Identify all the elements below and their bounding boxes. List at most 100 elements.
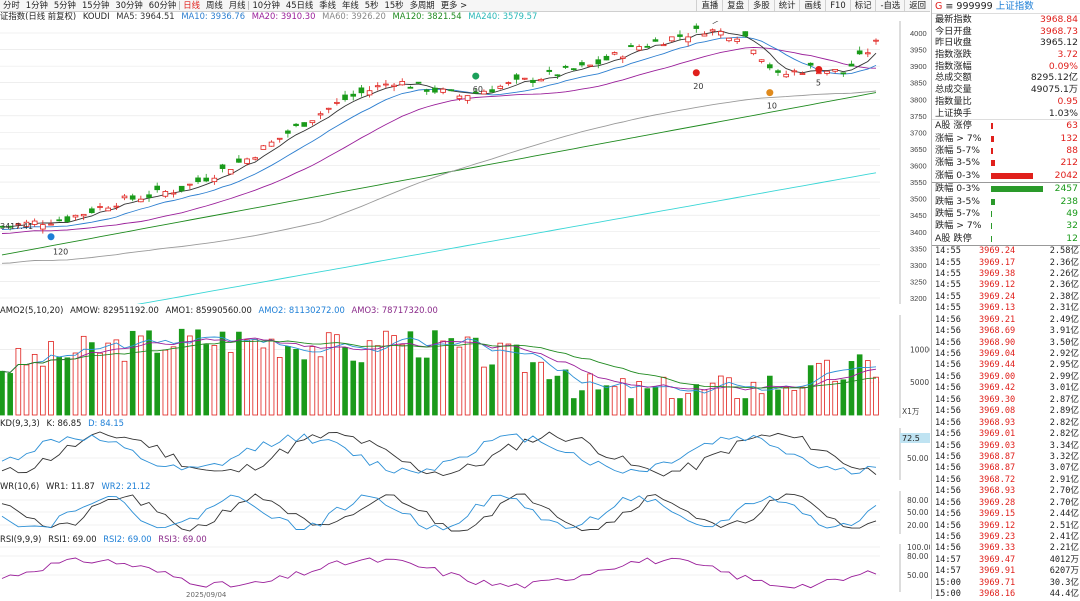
volume-bar[interactable] xyxy=(816,362,822,416)
candle-body[interactable] xyxy=(252,157,259,160)
volume-chart[interactable]: 10000 5000 X1万 xyxy=(0,315,930,418)
candle-body[interactable] xyxy=(611,52,618,55)
volume-bar[interactable] xyxy=(399,344,406,416)
candle-body[interactable] xyxy=(391,84,397,87)
candle-body[interactable] xyxy=(758,59,765,62)
candle-body[interactable] xyxy=(407,86,414,89)
period-tab-0[interactable]: 分时 xyxy=(3,0,20,10)
period-tab-2[interactable]: 5分钟 xyxy=(53,0,76,10)
candle-body[interactable] xyxy=(562,65,569,68)
candle-body[interactable] xyxy=(448,89,455,92)
volume-bar[interactable] xyxy=(660,376,667,416)
volume-bar[interactable] xyxy=(799,386,806,416)
volume-bar[interactable] xyxy=(187,335,193,416)
candle-body[interactable] xyxy=(325,107,332,110)
candle-body[interactable] xyxy=(105,207,111,212)
candle-body[interactable] xyxy=(211,177,218,183)
candle-body[interactable] xyxy=(15,223,22,226)
candle-body[interactable] xyxy=(121,195,128,199)
toolbar-button-3[interactable]: 统计 xyxy=(773,0,800,11)
candle-body[interactable] xyxy=(652,39,659,42)
volume-bar[interactable] xyxy=(775,389,781,416)
period-tab-14[interactable]: 15秒 xyxy=(384,0,404,10)
volume-bar[interactable] xyxy=(456,346,463,416)
volume-bar[interactable] xyxy=(129,330,136,416)
volume-bar[interactable] xyxy=(758,393,765,416)
candle-body[interactable] xyxy=(334,101,340,104)
volume-bar[interactable] xyxy=(636,381,642,416)
candle-body[interactable] xyxy=(187,183,193,186)
candle-body[interactable] xyxy=(113,205,120,208)
volume-bar[interactable] xyxy=(742,398,749,416)
candle-body[interactable] xyxy=(56,219,62,222)
candle-body[interactable] xyxy=(178,185,185,192)
period-tab-6[interactable]: 日线 xyxy=(183,0,200,10)
volume-bar[interactable] xyxy=(138,335,144,416)
volume-bar[interactable] xyxy=(750,381,757,416)
candle-body[interactable] xyxy=(260,145,267,150)
volume-bar[interactable] xyxy=(570,398,577,416)
volume-bar[interactable] xyxy=(472,337,479,416)
volume-bar[interactable] xyxy=(718,375,724,416)
period-tab-4[interactable]: 30分钟 xyxy=(115,0,143,10)
candle-body[interactable] xyxy=(538,78,544,82)
volume-bar[interactable] xyxy=(325,332,332,416)
volume-bar[interactable] xyxy=(481,366,487,416)
toolbar-button-7[interactable]: -自选 xyxy=(875,0,904,11)
period-tab-10[interactable]: 45日线 xyxy=(285,0,314,10)
volume-bar[interactable] xyxy=(7,373,13,416)
period-tab-7[interactable]: 周线 xyxy=(205,0,223,10)
period-tab-16[interactable]: 更多 > xyxy=(440,0,468,10)
candle-body[interactable] xyxy=(301,122,308,127)
candle-body[interactable] xyxy=(742,31,749,37)
volume-bar[interactable] xyxy=(219,331,226,416)
candle-body[interactable] xyxy=(677,34,683,37)
volume-bar[interactable] xyxy=(652,387,659,416)
candle-body[interactable] xyxy=(579,62,585,66)
candle-body[interactable] xyxy=(546,69,553,72)
candle-body[interactable] xyxy=(750,49,757,55)
candle-body[interactable] xyxy=(685,36,691,43)
candle-body[interactable] xyxy=(856,50,863,55)
candle-body[interactable] xyxy=(40,224,46,230)
candle-body[interactable] xyxy=(227,169,234,175)
tick-list[interactable]: 14:55 3969.24 2.58亿 14:55 3969.17 2.36亿 14:55 3… xyxy=(932,245,1080,601)
candle-body[interactable] xyxy=(873,39,879,42)
volume-bar[interactable] xyxy=(562,369,569,416)
candle-body[interactable] xyxy=(718,31,724,36)
volume-bar[interactable] xyxy=(105,342,111,416)
candle-body[interactable] xyxy=(154,185,160,191)
candle-body[interactable] xyxy=(668,36,675,42)
volume-bar[interactable] xyxy=(824,359,830,416)
volume-bar[interactable] xyxy=(832,380,838,416)
candle-body[interactable] xyxy=(701,33,708,37)
candle-body[interactable] xyxy=(824,70,830,74)
volume-bar[interactable] xyxy=(668,398,675,416)
candle-body[interactable] xyxy=(709,29,716,32)
candle-body[interactable] xyxy=(570,68,577,71)
period-tab-3[interactable]: 15分钟 xyxy=(81,0,110,10)
volume-bar[interactable] xyxy=(342,347,348,416)
volume-bar[interactable] xyxy=(464,336,471,416)
volume-bar[interactable] xyxy=(366,340,373,416)
volume-bar[interactable] xyxy=(244,339,250,416)
rsi-title[interactable]: RSI(9,9,9) xyxy=(0,534,42,544)
volume-bar[interactable] xyxy=(276,357,283,416)
candle-body[interactable] xyxy=(783,73,789,78)
candle-body[interactable] xyxy=(23,221,30,227)
volume-bar[interactable] xyxy=(89,342,95,416)
volume-bar[interactable] xyxy=(848,361,855,416)
volume-bar[interactable] xyxy=(595,389,602,416)
indicator-name[interactable]: KOUDI xyxy=(82,11,110,21)
candle-body[interactable] xyxy=(603,55,610,61)
candle-body[interactable] xyxy=(31,220,38,225)
menu-icon[interactable]: ≡ xyxy=(945,1,954,12)
candle-body[interactable] xyxy=(7,225,13,228)
volume-bar[interactable] xyxy=(350,360,357,416)
volume-bar[interactable] xyxy=(80,335,87,416)
toolbar-button-0[interactable]: 直播 xyxy=(696,0,722,11)
volume-bar[interactable] xyxy=(611,386,618,416)
candle-body[interactable] xyxy=(767,64,773,69)
volume-bar[interactable] xyxy=(783,386,789,416)
volume-bar[interactable] xyxy=(195,329,201,416)
